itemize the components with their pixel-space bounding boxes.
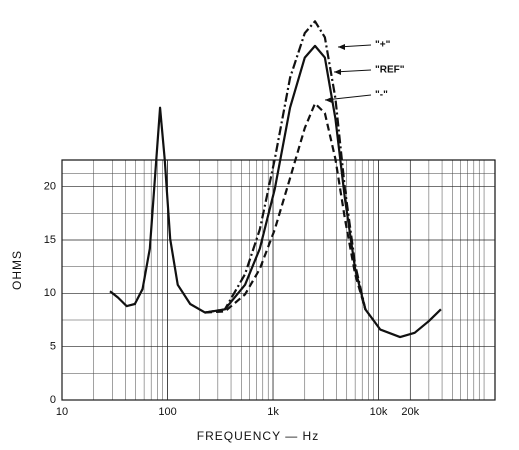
x-tick-label: 10k — [370, 406, 388, 418]
y-tick-label: 20 — [44, 181, 56, 193]
y-tick-label: 15 — [44, 234, 56, 246]
series-line — [109, 44, 442, 339]
series-line — [205, 102, 367, 314]
x-tick-label: 20k — [401, 406, 419, 418]
legend-label: "-" — [375, 90, 388, 101]
legend-arrowhead — [338, 44, 345, 50]
x-tick-label: 10 — [56, 406, 68, 418]
series-line — [204, 20, 367, 314]
y-tick-label: 5 — [50, 341, 56, 353]
y-tick-label: 10 — [44, 287, 56, 299]
legend-arrow — [324, 94, 372, 101]
y-axis-label: OHMS — [10, 250, 24, 290]
legend-label: "+" — [375, 40, 391, 51]
x-axis-label: FREQUENCY — Hz — [197, 429, 319, 443]
x-tick-label: 100 — [158, 406, 176, 418]
x-tick-label: 1k — [267, 406, 279, 418]
plot-frame — [61, 159, 496, 401]
legend-arrowhead — [334, 69, 341, 75]
legend-label: "REF" — [375, 65, 405, 76]
y-tick-label: 0 — [50, 394, 56, 406]
legend-arrowhead — [325, 97, 332, 103]
